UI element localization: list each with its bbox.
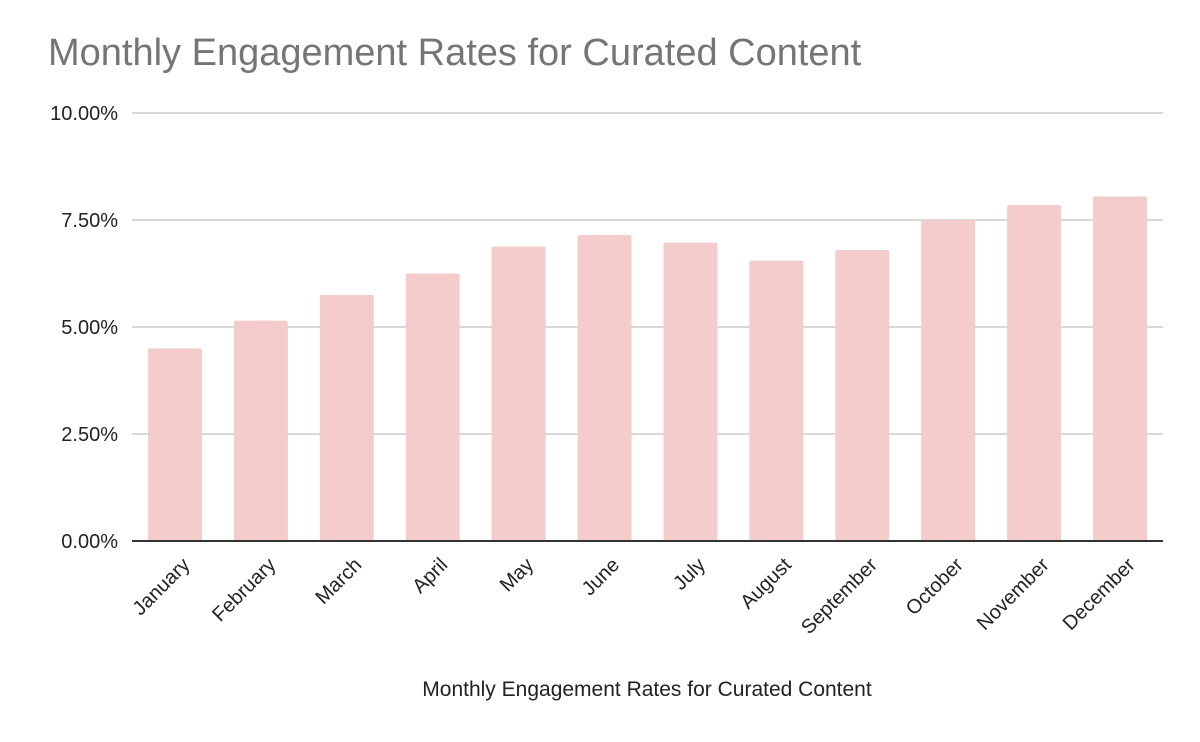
x-axis-title: Monthly Engagement Rates for Curated Con… bbox=[422, 678, 872, 701]
x-tick-label: April bbox=[408, 554, 452, 598]
bar bbox=[1007, 205, 1062, 541]
bar bbox=[405, 273, 460, 541]
x-tick-label: October bbox=[902, 554, 968, 620]
bar bbox=[835, 249, 890, 541]
y-tick-label: 10.00% bbox=[50, 103, 118, 125]
x-tick-label: January bbox=[129, 554, 195, 620]
x-tick-label: May bbox=[496, 554, 538, 596]
x-tick-label: December bbox=[1059, 554, 1140, 635]
bar bbox=[921, 220, 976, 541]
y-tick-label: 7.50% bbox=[61, 210, 118, 232]
bar bbox=[491, 246, 546, 541]
bar bbox=[577, 234, 632, 542]
bar bbox=[233, 320, 288, 541]
y-tick-label: 0.00% bbox=[61, 531, 118, 553]
x-tick-label: June bbox=[578, 554, 624, 600]
x-tick-label: November bbox=[973, 554, 1054, 635]
y-tick-label: 5.00% bbox=[61, 317, 118, 339]
bar bbox=[319, 294, 374, 541]
x-tick-label: July bbox=[669, 554, 710, 595]
y-tick-label: 2.50% bbox=[61, 424, 118, 446]
bar bbox=[1093, 196, 1148, 541]
bar bbox=[147, 348, 202, 541]
x-tick-label: August bbox=[736, 554, 796, 614]
bar bbox=[749, 260, 804, 541]
x-tick-label: March bbox=[311, 554, 366, 609]
bar bbox=[663, 242, 718, 541]
x-tick-label: February bbox=[208, 554, 280, 626]
chart-title: Monthly Engagement Rates for Curated Con… bbox=[48, 32, 862, 74]
x-tick-label: September bbox=[797, 554, 882, 639]
